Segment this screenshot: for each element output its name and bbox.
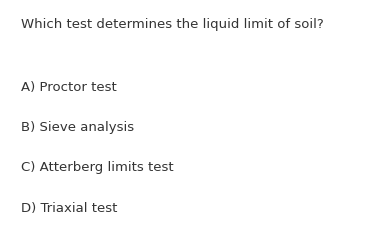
Text: B) Sieve analysis: B) Sieve analysis <box>21 121 135 134</box>
Text: D) Triaxial test: D) Triaxial test <box>21 202 118 215</box>
Text: Which test determines the liquid limit of soil?: Which test determines the liquid limit o… <box>21 18 324 31</box>
Text: A) Proctor test: A) Proctor test <box>21 81 117 94</box>
Text: C) Atterberg limits test: C) Atterberg limits test <box>21 161 174 174</box>
